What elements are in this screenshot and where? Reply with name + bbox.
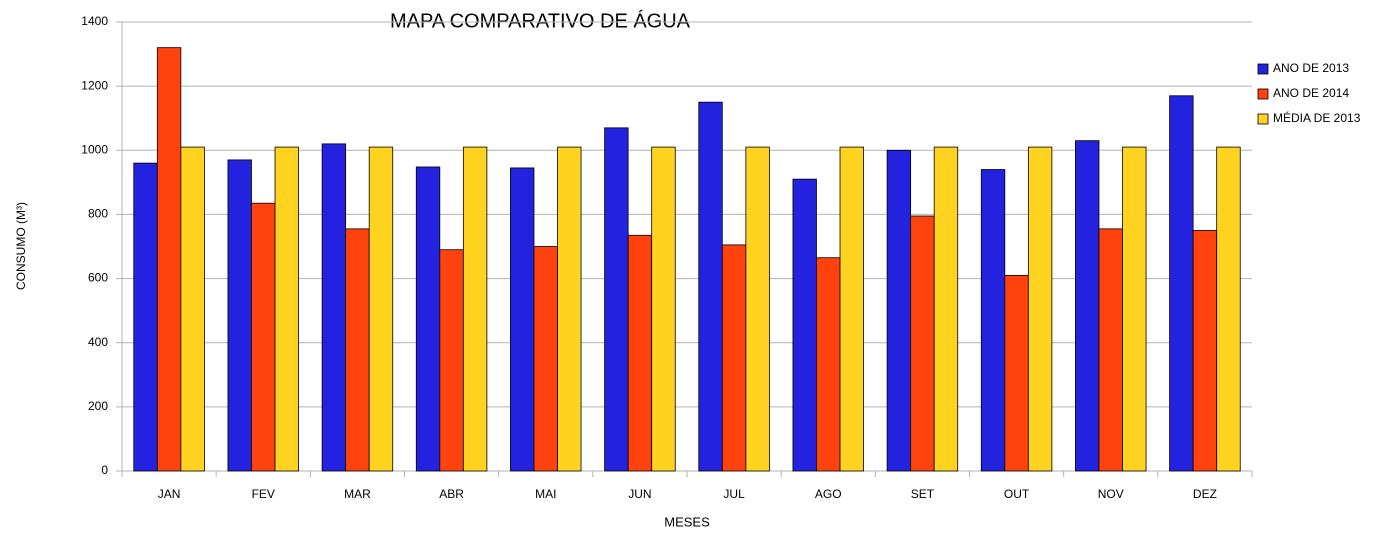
x-tick-label: SET xyxy=(911,487,935,501)
bar xyxy=(980,169,1006,472)
bar xyxy=(133,162,158,472)
bar xyxy=(1027,146,1053,472)
bar xyxy=(933,146,959,472)
chart-title: MAPA COMPARATIVO DE ÁGUA xyxy=(390,9,691,32)
y-tick-label: 1000 xyxy=(81,142,108,156)
y-tick-label: 400 xyxy=(88,335,108,349)
bar xyxy=(251,202,276,472)
x-tick-label: AGO xyxy=(815,487,842,501)
x-axis-label: MESES xyxy=(664,514,710,529)
bar xyxy=(1122,146,1147,472)
bar xyxy=(415,166,441,472)
y-axis-label: CONSUMO (M³) xyxy=(14,202,28,290)
legend-label: MÉDIA DE 2013 xyxy=(1273,110,1361,125)
bar xyxy=(1075,140,1100,472)
bar xyxy=(1192,230,1218,472)
bar xyxy=(439,249,464,472)
x-tick-label: NOV xyxy=(1098,487,1124,501)
bar xyxy=(156,47,182,472)
bar xyxy=(792,178,817,472)
bar xyxy=(368,146,394,472)
bar xyxy=(886,149,912,472)
x-tick-label: JAN xyxy=(158,487,181,501)
x-tick-label: FEV xyxy=(252,487,275,501)
legend-swatch xyxy=(1257,88,1269,100)
bar xyxy=(745,146,770,472)
y-tick-label: 800 xyxy=(88,207,108,221)
bar xyxy=(604,127,629,472)
bar xyxy=(1098,228,1123,472)
bar xyxy=(1216,146,1241,472)
bar xyxy=(1004,274,1029,472)
bar xyxy=(557,146,582,472)
x-tick-label: MAI xyxy=(535,487,556,501)
bar xyxy=(698,101,723,472)
bar xyxy=(274,146,299,472)
bar xyxy=(651,146,676,472)
legend-label: ANO DE 2013 xyxy=(1273,61,1349,75)
x-tick-label: MAR xyxy=(344,487,371,501)
legend-swatch xyxy=(1257,63,1269,75)
bar xyxy=(533,246,558,472)
bar xyxy=(627,234,653,472)
x-tick-label: ABR xyxy=(439,487,464,501)
y-tick-label: 0 xyxy=(101,463,108,477)
bar xyxy=(1169,95,1194,472)
bar xyxy=(816,257,841,472)
y-tick-label: 200 xyxy=(88,399,108,413)
legend-label: ANO DE 2014 xyxy=(1273,86,1349,100)
bar xyxy=(462,146,488,472)
bar xyxy=(321,143,347,472)
x-tick-label: DEZ xyxy=(1193,487,1217,501)
bar xyxy=(227,159,252,472)
x-tick-label: JUL xyxy=(723,487,745,501)
bar xyxy=(910,215,935,472)
y-tick-label: 1400 xyxy=(81,14,108,28)
legend-swatch xyxy=(1257,113,1269,125)
bar xyxy=(839,146,864,472)
y-tick-label: 600 xyxy=(88,271,108,285)
x-tick-label: JUN xyxy=(628,487,651,501)
bar xyxy=(345,228,370,472)
y-tick-label: 1200 xyxy=(81,78,108,92)
bar xyxy=(180,146,205,472)
x-tick-label: OUT xyxy=(1004,487,1030,501)
bar xyxy=(510,167,535,472)
bar xyxy=(721,244,747,472)
